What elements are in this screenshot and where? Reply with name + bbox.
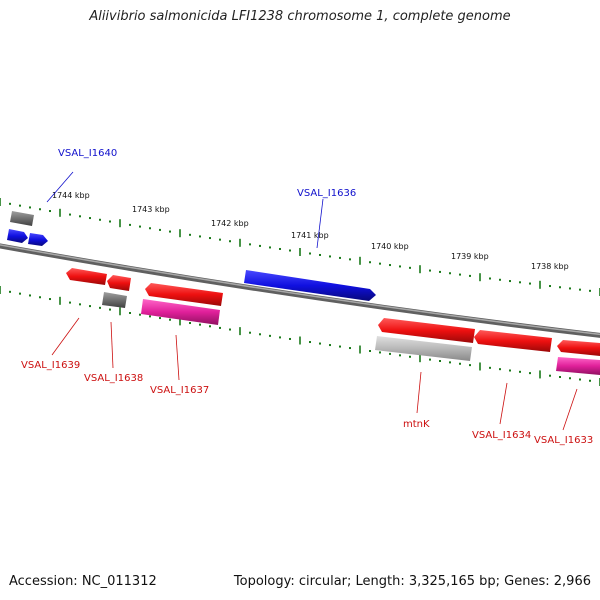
gene-label[interactable]: VSAL_I1633	[534, 435, 593, 446]
label-leader	[499, 382, 508, 425]
kbp-label: 1738 kbp	[531, 262, 569, 271]
gene-feature[interactable]	[28, 233, 48, 246]
gene-label[interactable]: VSAL_I1634	[472, 430, 531, 441]
gene-feature-VSAL_I1634[interactable]	[474, 330, 552, 352]
gene-feature-VSAL_I1637[interactable]	[141, 299, 220, 325]
gene-label[interactable]: VSAL_I1636	[297, 188, 356, 199]
gene-feature-mtnK[interactable]	[378, 318, 475, 343]
scale-ticks-upper	[0, 198, 600, 296]
scale-ticks-lower	[0, 286, 600, 386]
accession-text: Accession: NC_011312	[9, 574, 157, 589]
label-leader	[110, 321, 114, 369]
label-leader	[316, 198, 324, 249]
gene-feature-VSAL_I1636[interactable]	[244, 270, 376, 301]
gene-label[interactable]: mtnK	[403, 419, 430, 430]
gene-feature[interactable]	[145, 283, 223, 306]
gene-feature[interactable]	[375, 336, 472, 361]
kbp-label: 1741 kbp	[291, 231, 329, 240]
kbp-label: 1742 kbp	[211, 219, 249, 228]
gene-label[interactable]: VSAL_I1637	[150, 385, 209, 396]
label-leader	[46, 171, 74, 203]
kbp-label: 1743 kbp	[132, 205, 170, 214]
gene-feature-VSAL_I1639[interactable]	[66, 268, 107, 285]
gene-feature[interactable]	[10, 211, 34, 226]
gene-label[interactable]: VSAL_I1639	[21, 360, 80, 371]
label-leader	[175, 334, 180, 381]
label-leader	[562, 388, 578, 431]
label-leader	[416, 371, 422, 414]
kbp-label: 1739 kbp	[451, 252, 489, 261]
kbp-label: 1740 kbp	[371, 242, 409, 251]
gene-label[interactable]: VSAL_I1640	[58, 148, 117, 159]
genome-summary-text: Topology: circular; Length: 3,325,165 bp…	[233, 574, 591, 589]
gene-feature-VSAL_I1633[interactable]	[557, 340, 600, 356]
kbp-label: 1744 kbp	[52, 191, 90, 200]
gene-feature[interactable]	[556, 357, 600, 375]
gene-feature[interactable]	[107, 275, 131, 291]
label-leader	[51, 317, 80, 356]
gene-feature[interactable]	[7, 229, 28, 243]
gene-label[interactable]: VSAL_I1638	[84, 373, 143, 384]
chromosome-backbone	[0, 243, 600, 338]
gene-feature[interactable]	[102, 292, 127, 308]
map-title: Aliivibrio salmonicida LFI1238 chromosom…	[89, 9, 511, 24]
